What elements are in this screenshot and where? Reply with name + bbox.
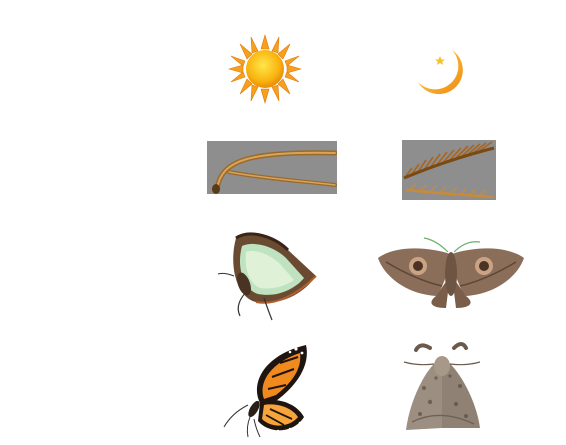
sun-icon	[228, 34, 302, 104]
butterfly-wings-folded-photo	[216, 228, 322, 322]
fuzzy-grey-moth-photo	[400, 338, 484, 434]
orange-butterfly-photo	[220, 343, 310, 439]
moth-antenna-photo	[402, 140, 496, 200]
crescent-moon-icon	[414, 46, 470, 102]
butterfly-antenna-photo	[207, 141, 337, 194]
moth-wings-spread-photo	[376, 236, 526, 310]
